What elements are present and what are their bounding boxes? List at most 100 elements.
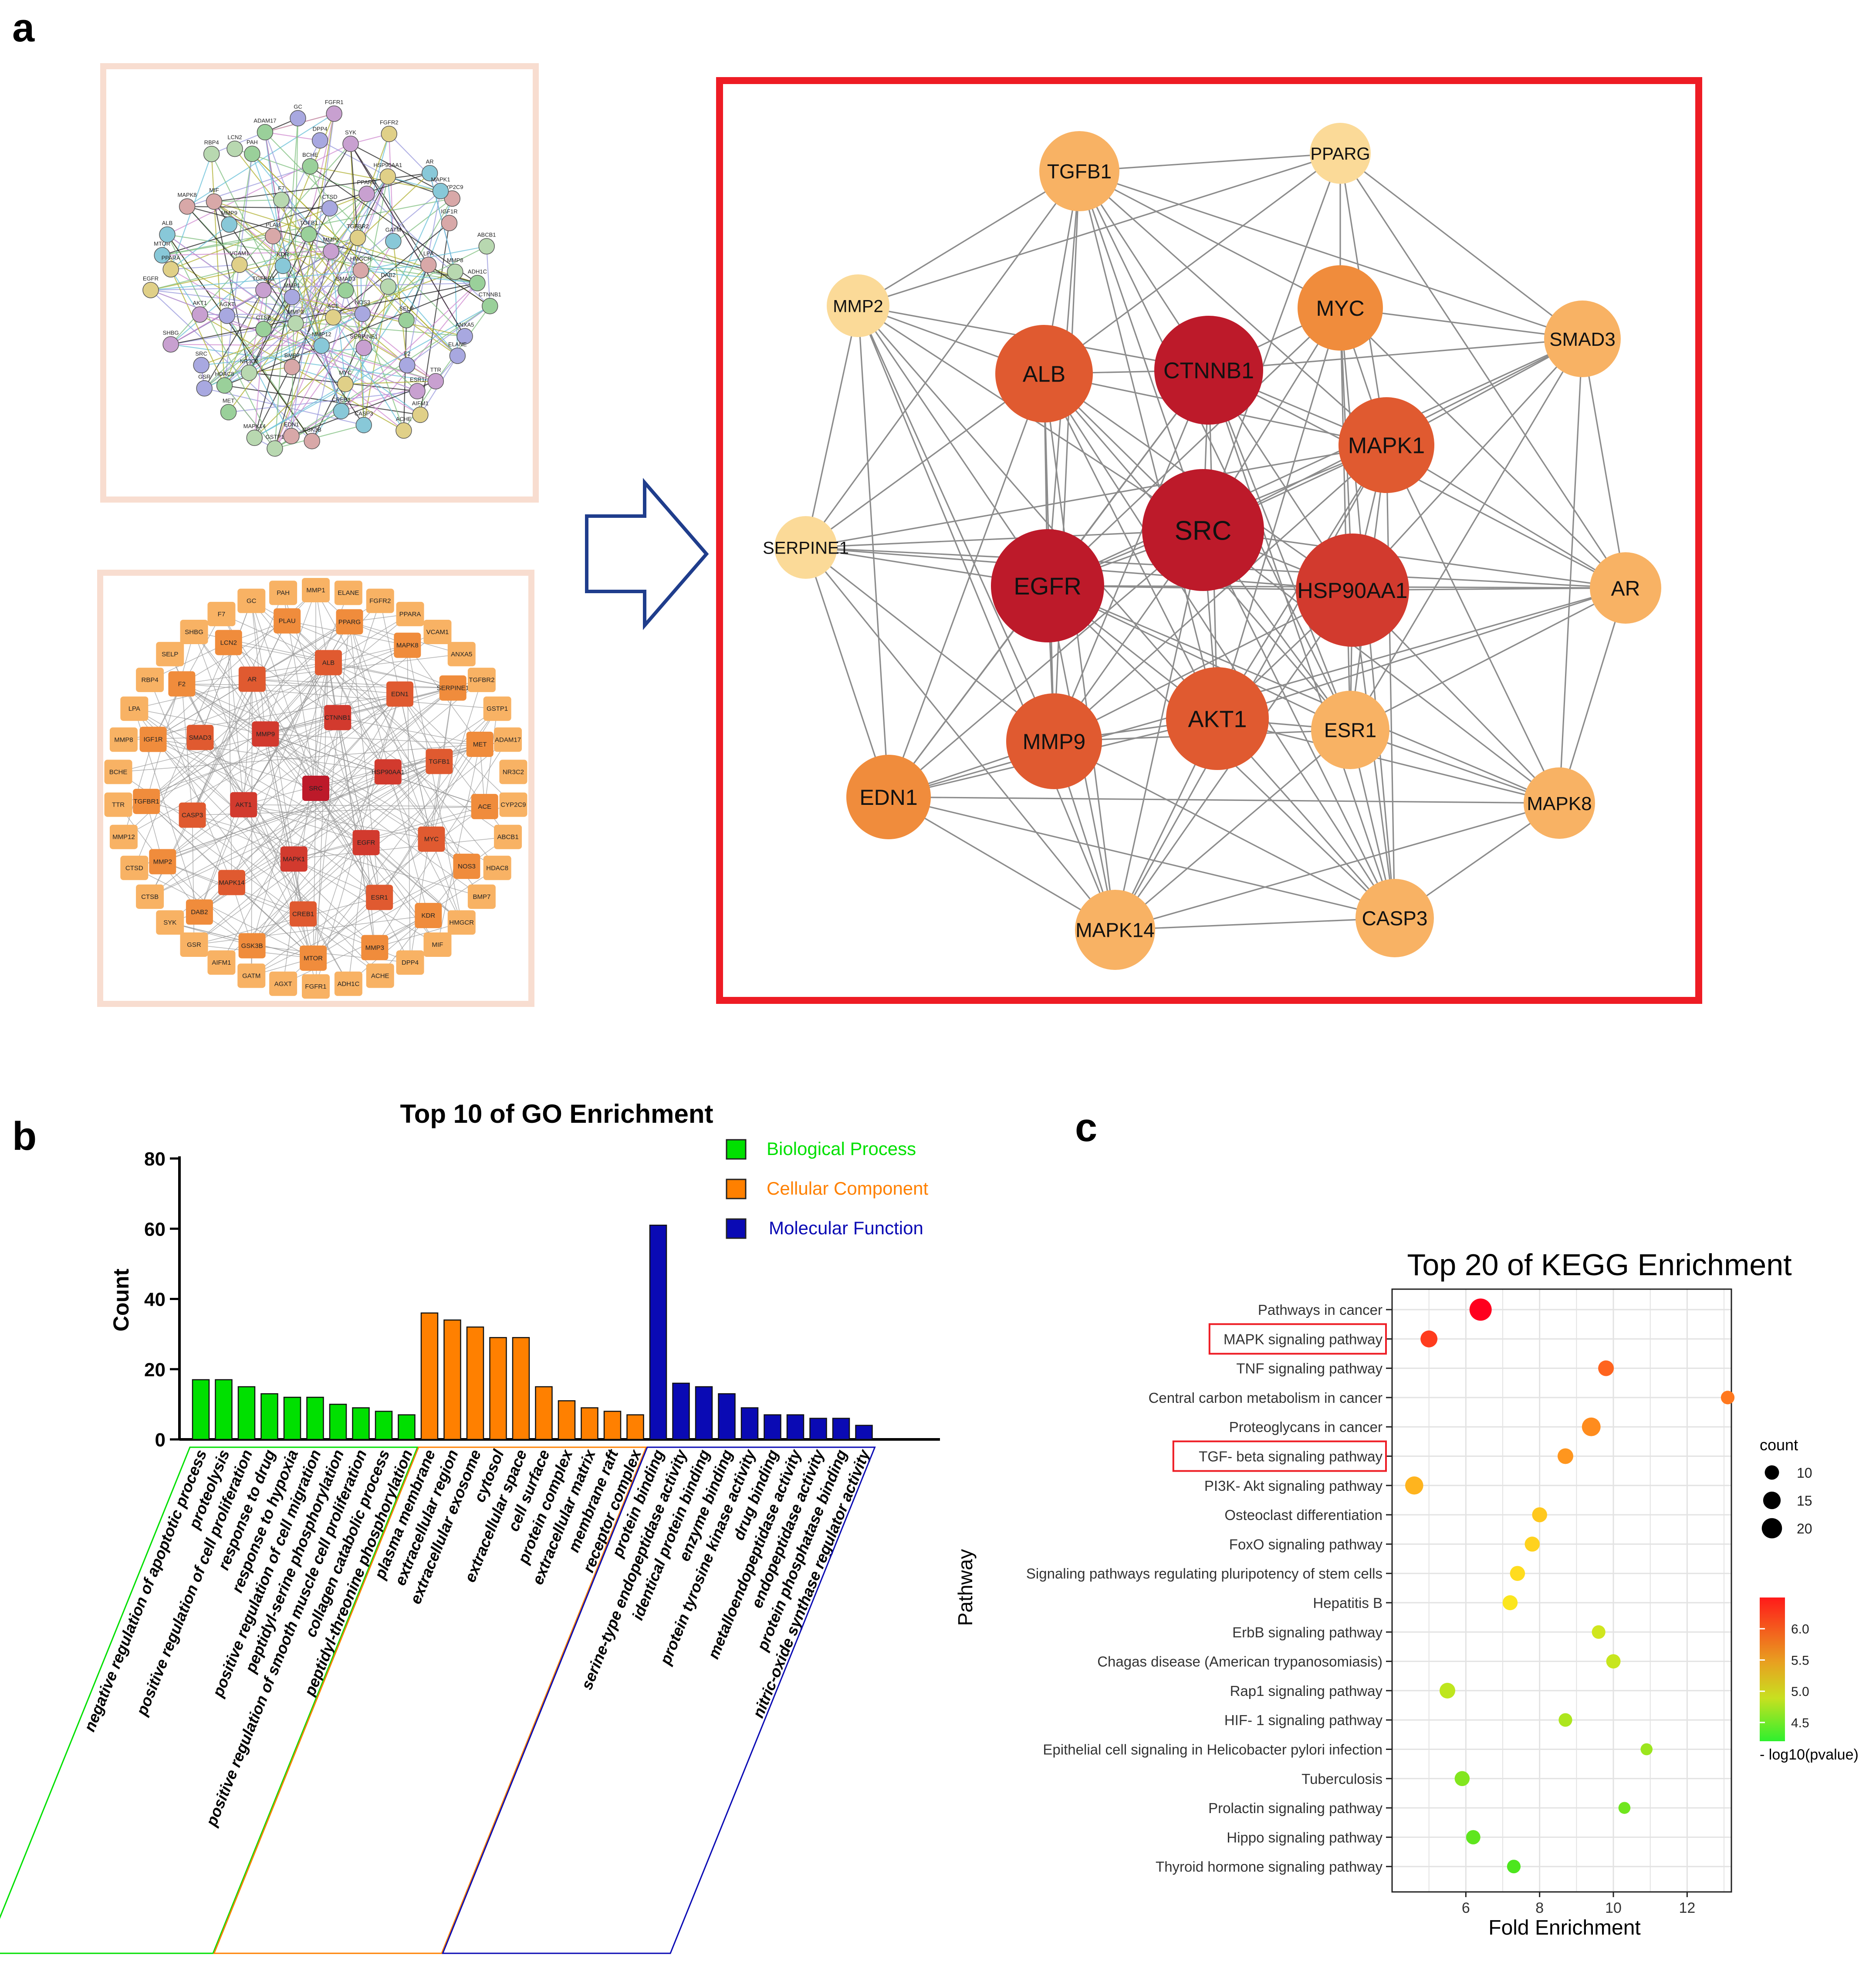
kegg-dot-erbb-signaling-pathway — [1592, 1625, 1606, 1639]
string-node-gstp1 — [267, 440, 283, 457]
string-node-label: NR3C2 — [240, 358, 259, 365]
hub-edge-akt1-ar — [1217, 587, 1626, 719]
string-node-label: HSP90AA1 — [373, 162, 402, 168]
cytoscape-nodes: SRC CTNNB1 HSP90AA1 EGFR MAPK1 AKT1 MMP9 ALB EDN… — [104, 578, 527, 999]
count-legend-dot — [1764, 1465, 1779, 1480]
go-bar-cytosol — [489, 1337, 507, 1440]
string-node-label: CTSD — [322, 193, 337, 200]
panel-label-a: a — [12, 6, 35, 50]
string-node-label: PAH — [247, 139, 258, 145]
cytoscape-edge — [287, 620, 453, 689]
string-edge — [388, 176, 441, 192]
kegg-pathway-label: PI3K- Akt signaling pathway — [1204, 1478, 1383, 1494]
string-node-adam17 — [257, 124, 274, 141]
hub-node-label: EGFR — [1014, 572, 1082, 600]
string-node-label: ADH1C — [468, 268, 487, 275]
cytoscape-node-adam17 — [494, 727, 522, 752]
hub-node-label: HSP90AA1 — [1298, 578, 1408, 603]
cytoscape-node-esr1 — [366, 885, 393, 910]
string-node-label: F7 — [278, 185, 284, 192]
hub-node-egfr — [991, 529, 1104, 642]
cytoscape-node-edn1 — [386, 681, 414, 707]
kegg-x-tick-label: 10 — [1605, 1900, 1622, 1916]
string-node-ctnnb1 — [482, 297, 498, 314]
string-node-label: FGFR1 — [325, 99, 344, 105]
cytoscape-node-casp3 — [179, 802, 206, 828]
hub-edge-mmp9-casp3 — [1054, 740, 1395, 919]
string-node-mif — [206, 193, 223, 210]
string-node-label: ACHE — [396, 416, 412, 422]
cytoscape-node-label: PAH — [277, 589, 290, 597]
string-node-aifm1 — [412, 406, 429, 423]
colorbar-tick-label: 6.0 — [1791, 1622, 1809, 1637]
cytoscape-node-label: EDN1 — [391, 691, 409, 698]
cytoscape-node-label: KDR — [421, 912, 435, 919]
kegg-x-axis-label: Fold Enrichment — [1488, 1916, 1640, 1939]
string-node-label: SRC — [195, 350, 207, 357]
string-edge — [204, 190, 441, 389]
string-node-label: SELP — [399, 305, 413, 312]
string-node-label: ABCB1 — [477, 232, 496, 238]
go-y-tick-label: 20 — [144, 1359, 166, 1381]
kegg-highlight-box — [1208, 1323, 1387, 1355]
string-edge — [345, 381, 436, 385]
cytoscape-node-label: SERPINE1 — [437, 685, 469, 692]
kegg-pathway-label: Proteoglycans in cancer — [1229, 1419, 1382, 1435]
cytoscape-node-label: MMP2 — [153, 858, 172, 866]
legend-swatch-bp — [726, 1139, 747, 1160]
cytoscape-edge — [221, 788, 316, 963]
hub-edge-ctnnb1-smad3 — [1208, 338, 1583, 371]
cytoscape-node-label: SMAD3 — [189, 734, 212, 741]
hub-node-mapk14 — [1075, 890, 1155, 970]
cytoscape-edge — [228, 642, 244, 805]
kegg-dot-proteoglycans-in-cancer — [1582, 1417, 1601, 1436]
string-edge — [292, 297, 465, 337]
string-node-mmp8 — [447, 263, 463, 280]
string-node-mapk14 — [246, 429, 263, 446]
string-node-hsp90aa1 — [379, 168, 396, 185]
string-edge — [320, 140, 388, 177]
cytoscape-node-fgfr1 — [302, 974, 330, 999]
hub-edge-src-serpine1 — [805, 529, 1203, 548]
go-bars — [192, 1224, 873, 1440]
kegg-dot-signaling-pathways-regulating-pluripotency-of-stem-cells — [1510, 1566, 1525, 1581]
string-node-ache — [395, 422, 412, 439]
string-node-akt1 — [192, 306, 208, 323]
cytoscape-edge — [252, 621, 350, 680]
cytoscape-network-panel: SRC CTNNB1 HSP90AA1 EGFR MAPK1 AKT1 MMP9 ALB EDN… — [97, 570, 534, 1007]
string-node-label: VCAM1 — [230, 250, 249, 257]
go-bar-membrane-raft — [603, 1411, 622, 1440]
hub-node-smad3 — [1544, 301, 1621, 377]
hub-edge-pparg-ar — [1339, 153, 1626, 588]
cytoscape-edge — [252, 842, 367, 946]
string-node-label: SERPINE1 — [350, 333, 378, 340]
go-bar-extracellular-region — [443, 1319, 461, 1440]
cytoscape-edge — [251, 866, 467, 976]
go-y-tick-label: 40 — [144, 1289, 166, 1310]
cytoscape-node-label: AKT1 — [235, 801, 252, 809]
string-node-selp — [398, 312, 415, 328]
cytoscape-edge — [315, 662, 329, 789]
cytoscape-node-aifm1 — [207, 950, 236, 975]
hub-edge-ctnnb1-mmp9 — [1053, 370, 1210, 742]
cytoscape-node-abcb1 — [494, 824, 522, 849]
cytoscape-node-mapk14 — [218, 870, 245, 895]
hub-edge-akt1-alb — [1043, 373, 1218, 719]
string-node-label: MMP12 — [312, 331, 331, 338]
cytoscape-node-mmp9 — [252, 721, 279, 747]
cytoscape-edge — [231, 761, 439, 883]
string-nodes: ADH1CGSRFGFR1AIFM1MTORCYP2C9GSTP1PAHANXA… — [142, 99, 501, 457]
cytoscape-node-label: F7 — [218, 611, 226, 618]
kegg-dot-tuberculosis — [1454, 1771, 1470, 1787]
cytoscape-node-label: ANXA5 — [451, 651, 472, 658]
go-bar-response-to-hypoxia — [283, 1397, 301, 1440]
cytoscape-node-hdac8 — [483, 855, 511, 880]
string-node-mapk8 — [179, 198, 196, 215]
cytoscape-edge — [153, 679, 253, 740]
cytoscape-node-src — [302, 776, 329, 801]
string-node-fgfr1 — [326, 105, 342, 122]
go-bar-receptor-complex — [626, 1414, 644, 1440]
cytoscape-node-mif — [423, 932, 452, 957]
string-edge — [392, 241, 408, 365]
hub-edge-hsp90aa1-smad3 — [1352, 338, 1583, 591]
